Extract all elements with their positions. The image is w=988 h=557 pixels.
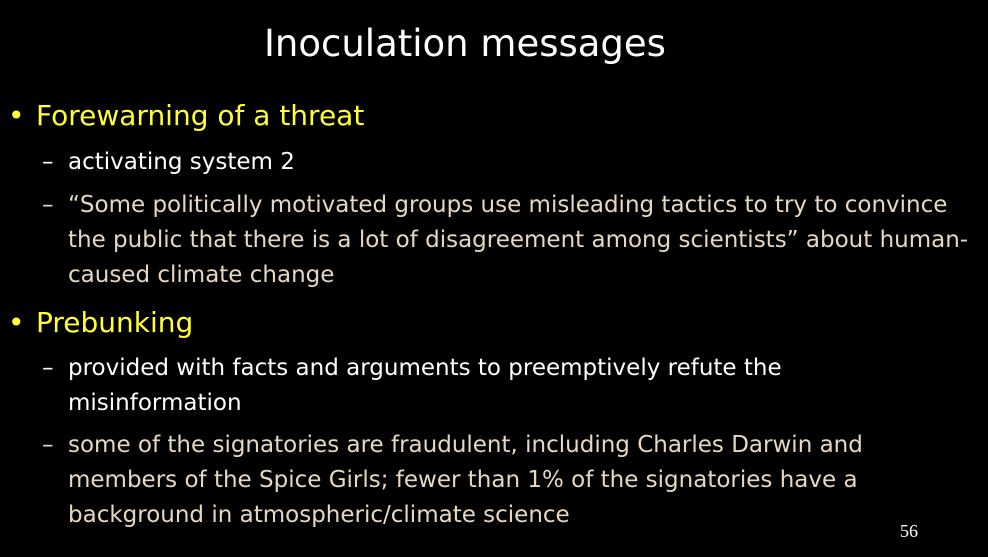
sub-bullet-quote: – “Some politically motivated groups use… (42, 188, 982, 293)
sub-bullet-text: activating system 2 (68, 149, 295, 175)
sub-bullet-text: provided with facts and arguments to pre… (68, 355, 782, 416)
sub-bullet-system2: – activating system 2 (42, 145, 982, 180)
bullet-prebunking: • Prebunking (8, 306, 193, 340)
sub-bullet-signatories: – some of the signatories are fraudulent… (42, 428, 922, 533)
sub-bullet-text: “Some politically motivated groups use m… (68, 192, 969, 288)
bullet-label: Forewarning of a threat (36, 99, 365, 132)
bullet-label: Prebunking (36, 306, 194, 339)
bullet-dot-icon: • (8, 99, 25, 132)
dash-icon: – (42, 432, 54, 458)
bullet-forewarning: • Forewarning of a threat (8, 99, 364, 133)
sub-bullet-facts: – provided with facts and arguments to p… (42, 351, 842, 421)
page-number: 56 (900, 521, 918, 541)
sub-bullet-text: some of the signatories are fraudulent, … (68, 432, 863, 528)
slide-title: Inoculation messages (264, 22, 666, 65)
dash-icon: – (42, 355, 54, 381)
dash-icon: – (42, 192, 54, 218)
bullet-dot-icon: • (8, 306, 25, 339)
dash-icon: – (42, 149, 54, 175)
